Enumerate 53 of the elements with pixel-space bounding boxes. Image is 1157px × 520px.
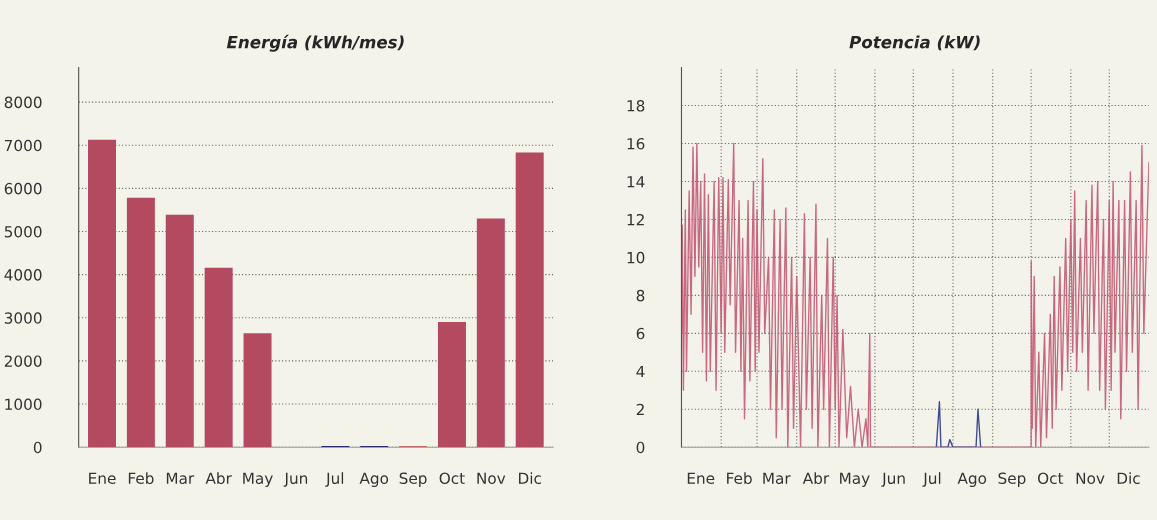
x-tick-label: Feb: [727, 472, 752, 485]
x-tick-label: Ene: [89, 472, 116, 485]
chart-title: Potencia (kW): [849, 35, 980, 51]
bar: [204, 267, 233, 448]
y-tick-label: 10: [627, 251, 645, 264]
x-tick-label: Mar: [763, 472, 791, 485]
y-tick-label: 1000: [5, 398, 42, 411]
y-tick-label: 7000: [4, 139, 42, 152]
y-tick-label: 2000: [4, 355, 42, 367]
bar: [476, 218, 505, 448]
y-tick-label: 18: [627, 100, 645, 112]
x-tick-label: May: [840, 472, 870, 487]
x-tick-label: Oct: [1037, 472, 1064, 485]
x-tick-label: Jun: [881, 472, 905, 487]
chart-title: Energía (kWh/mes): [226, 34, 404, 52]
x-tick-label: Nov: [477, 472, 506, 485]
bar: [88, 139, 116, 448]
bar: [437, 322, 466, 448]
y-tick-label: 8000: [4, 96, 42, 109]
x-tick-label: Dic: [1117, 472, 1140, 485]
y-tick-label: 6: [636, 327, 645, 340]
y-tick-label: 3000: [4, 312, 42, 324]
x-tick-label: Jul: [325, 472, 344, 487]
x-tick-label: Mar: [166, 472, 195, 485]
x-tick-label: Jul: [922, 472, 941, 487]
y-tick-label: 4: [636, 365, 645, 378]
y-tick-label: 12: [627, 213, 644, 226]
x-tick-label: Dic: [519, 472, 541, 485]
bar: [165, 214, 194, 448]
x-tick-label: Feb: [128, 472, 154, 485]
y-tick-label: 14: [627, 176, 645, 188]
y-tick-label: 8: [636, 289, 645, 302]
y-tick-label: 5000: [4, 225, 42, 238]
x-tick-label: Ago: [957, 472, 987, 487]
y-tick-label: 6000: [4, 182, 42, 195]
y-tick-label: 2: [636, 403, 644, 416]
x-tick-label: Jun: [283, 472, 308, 487]
x-tick-label: Oct: [439, 472, 465, 485]
x-tick-label: Ene: [687, 472, 715, 485]
y-tick-label: 0: [33, 441, 42, 454]
x-tick-label: Abr: [802, 472, 830, 485]
bar: [126, 197, 155, 448]
x-tick-label: Sep: [998, 472, 1026, 487]
y-tick-label: 4000: [4, 269, 42, 281]
x-tick-label: May: [243, 472, 273, 487]
x-tick-label: Nov: [1076, 472, 1105, 485]
x-tick-label: Abr: [205, 472, 232, 485]
y-tick-label: 16: [627, 137, 645, 150]
x-tick-label: Sep: [399, 472, 427, 487]
x-tick-label: Ago: [359, 472, 389, 487]
bar: [515, 152, 544, 448]
bar: [243, 333, 272, 448]
y-tick-label: 0: [636, 441, 645, 454]
